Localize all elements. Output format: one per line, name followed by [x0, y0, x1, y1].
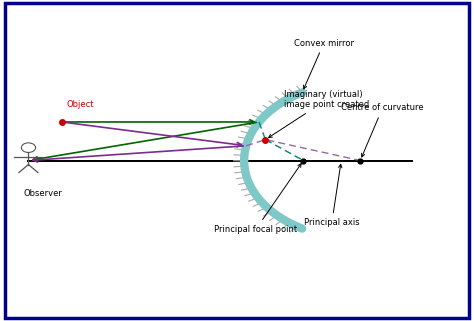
Text: Object: Object [66, 100, 94, 109]
Text: Convex mirror: Convex mirror [294, 39, 354, 89]
Text: Principal focal point: Principal focal point [214, 164, 301, 234]
Text: Imaginary (virtual)
image point created: Imaginary (virtual) image point created [269, 90, 370, 137]
Text: Centre of curvature: Centre of curvature [341, 103, 424, 157]
Text: Principal axis: Principal axis [304, 164, 360, 227]
Text: Observer: Observer [24, 189, 63, 198]
